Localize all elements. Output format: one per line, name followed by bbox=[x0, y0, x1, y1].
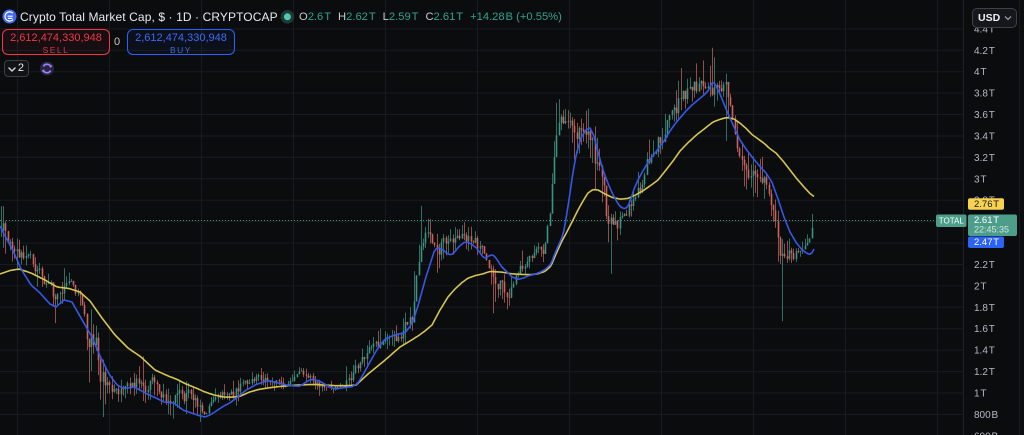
svg-text:600 B: 600 B bbox=[974, 431, 999, 435]
svg-text:1.2 T: 1.2 T bbox=[974, 367, 995, 378]
svg-text:3.8 T: 3.8 T bbox=[974, 89, 995, 100]
svg-text:TOTAL: TOTAL bbox=[939, 217, 965, 226]
svg-text:1.8 T: 1.8 T bbox=[974, 303, 995, 314]
svg-text:3.4 T: 3.4 T bbox=[974, 132, 995, 143]
svg-text:22:45:35: 22:45:35 bbox=[974, 225, 1009, 235]
svg-text:1 T: 1 T bbox=[974, 389, 987, 400]
svg-text:2.47 T: 2.47 T bbox=[974, 237, 999, 248]
svg-text:2.61 T: 2.61 T bbox=[974, 215, 999, 226]
svg-text:4.2 T: 4.2 T bbox=[974, 46, 995, 57]
svg-text:3.6 T: 3.6 T bbox=[974, 110, 995, 121]
svg-text:1.6 T: 1.6 T bbox=[974, 324, 995, 335]
svg-text:4 T: 4 T bbox=[974, 67, 987, 78]
svg-text:2 T: 2 T bbox=[974, 281, 987, 292]
svg-text:800 B: 800 B bbox=[974, 410, 999, 421]
svg-text:4.4 T: 4.4 T bbox=[974, 24, 995, 35]
svg-text:2.2 T: 2.2 T bbox=[974, 260, 995, 271]
svg-text:3 T: 3 T bbox=[974, 174, 987, 185]
svg-text:3.2 T: 3.2 T bbox=[974, 153, 995, 164]
svg-text:1.4 T: 1.4 T bbox=[974, 346, 995, 357]
svg-text:2.76 T: 2.76 T bbox=[974, 199, 999, 210]
